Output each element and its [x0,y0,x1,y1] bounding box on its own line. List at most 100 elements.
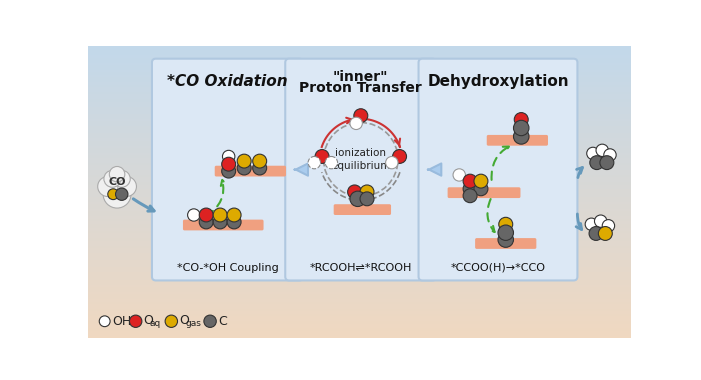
Circle shape [222,157,236,171]
Bar [88,297,631,300]
Circle shape [100,316,110,327]
Circle shape [360,185,374,199]
Bar [88,299,631,302]
Bar [88,316,631,320]
Circle shape [227,215,241,229]
Circle shape [325,157,338,169]
Bar [88,173,631,176]
Bar [88,146,631,149]
Circle shape [308,157,320,169]
FancyBboxPatch shape [334,204,391,215]
Bar [88,143,631,146]
Bar [88,126,631,129]
Bar [88,109,631,112]
Bar [88,136,631,139]
Bar [88,51,631,54]
Bar [88,292,631,295]
Text: *CCOO(H)→*CCO: *CCOO(H)→*CCO [451,263,545,273]
Text: C: C [218,315,226,328]
Bar [88,236,631,239]
Bar [88,77,631,81]
Bar [88,119,631,122]
Text: Dehydroxylation: Dehydroxylation [427,74,569,89]
Circle shape [463,182,477,196]
Bar [88,294,631,298]
Circle shape [222,150,235,163]
Circle shape [348,185,362,199]
Text: *RCOOH⇌*RCOOH: *RCOOH⇌*RCOOH [310,263,412,273]
Bar [88,282,631,285]
Bar [88,275,631,278]
Bar [88,65,631,68]
Circle shape [602,220,615,232]
Bar [88,328,631,332]
Bar [88,46,631,49]
Bar [88,202,631,205]
Bar [88,214,631,217]
Circle shape [204,315,217,328]
Circle shape [227,208,241,222]
Bar [88,307,631,310]
Bar [88,311,631,315]
Circle shape [453,169,465,181]
Circle shape [350,191,365,207]
Bar [88,121,631,124]
Bar [88,233,631,237]
Text: ionization
equilibrium: ionization equilibrium [331,148,390,171]
Circle shape [587,147,599,160]
Circle shape [386,157,398,169]
Circle shape [116,176,137,196]
Bar [88,48,631,51]
Circle shape [213,215,227,229]
Circle shape [109,166,125,182]
Bar [88,116,631,120]
Circle shape [108,189,118,200]
Bar [88,190,631,193]
Bar [88,255,631,258]
Bar [88,185,631,188]
Bar [88,268,631,271]
Bar [88,331,631,334]
Bar [88,336,631,339]
Circle shape [165,315,177,328]
Circle shape [514,129,529,144]
Bar [88,180,631,183]
Bar [88,75,631,78]
Bar [88,285,631,288]
Bar [88,287,631,290]
Bar [88,319,631,322]
Text: aq: aq [149,319,161,328]
Bar [88,90,631,93]
Circle shape [97,176,118,196]
Bar [88,228,631,232]
FancyBboxPatch shape [486,135,548,146]
Bar [88,150,631,154]
Bar [88,314,631,317]
FancyBboxPatch shape [183,220,264,230]
Bar [88,82,631,86]
Bar [88,238,631,241]
Bar [88,87,631,90]
Circle shape [104,170,121,187]
Bar [88,55,631,59]
Bar [88,204,631,207]
Circle shape [596,144,608,157]
Bar [88,124,631,127]
Bar [88,290,631,293]
Bar [88,321,631,325]
Bar [88,221,631,224]
Bar [88,133,631,136]
Bar [88,253,631,256]
Bar [88,309,631,312]
FancyBboxPatch shape [215,166,286,176]
Bar [88,277,631,280]
Bar [88,248,631,251]
Bar [88,223,631,227]
Circle shape [199,215,213,229]
Bar [88,272,631,276]
Circle shape [515,112,529,127]
Circle shape [237,161,251,175]
Bar [88,63,631,66]
Bar [88,326,631,329]
Circle shape [463,189,477,203]
